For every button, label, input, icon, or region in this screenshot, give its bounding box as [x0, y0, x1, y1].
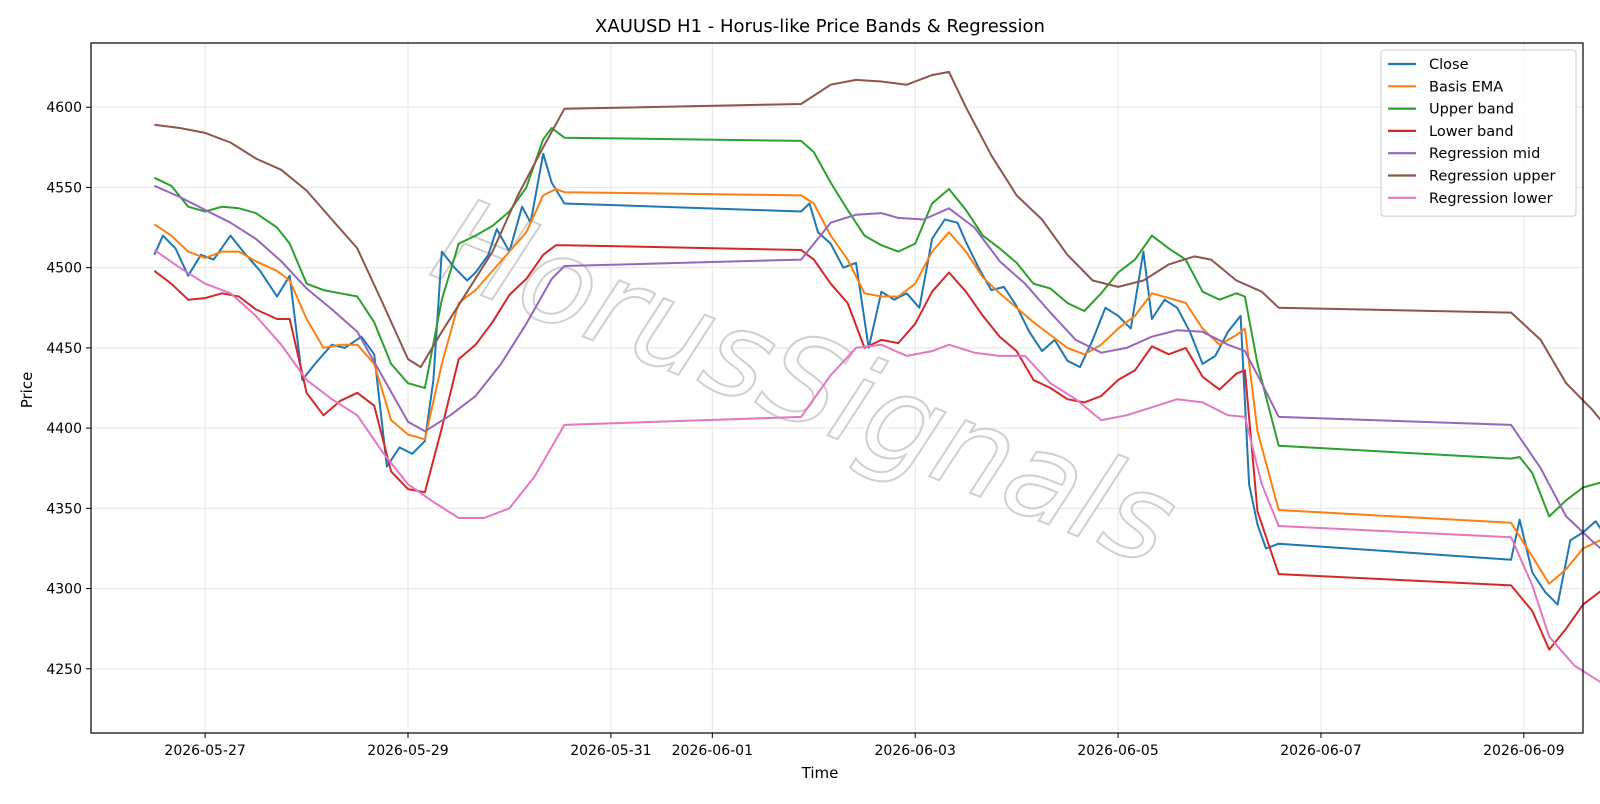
x-tick-label: 2026-05-27 [164, 743, 245, 759]
y-axis-title: Price [18, 372, 36, 409]
series-line-basis-ema [153, 188, 1600, 585]
legend-item: Close [1388, 57, 1469, 73]
legend-label: Lower band [1429, 124, 1514, 140]
y-tick-label: 4250 [46, 662, 82, 678]
series-line-regression-upper [154, 70, 1600, 421]
legend-item: Upper band [1388, 102, 1514, 118]
y-tick-label: 4350 [46, 501, 82, 517]
series-line-regression-lower [153, 249, 1600, 684]
x-tick-label: 2026-06-01 [672, 743, 753, 759]
legend-item: Regression mid [1388, 146, 1540, 162]
x-tick-label: 2026-06-09 [1483, 743, 1564, 759]
x-tick-label: 2026-05-29 [367, 743, 448, 759]
legend: Close Basis EMA Upper band Lower band Regres… [1380, 49, 1577, 217]
series-layer [153, 70, 1600, 684]
legend-item: Lower band [1388, 124, 1514, 140]
y-tick-label: 4600 [46, 100, 82, 116]
y-tick-label: 4500 [46, 261, 82, 277]
y-tick-label: 4400 [46, 421, 82, 437]
legend-label: Regression upper [1429, 169, 1555, 185]
legend-item: Regression lower [1388, 191, 1553, 207]
x-tick-label: 2026-05-31 [570, 743, 651, 759]
plot-frame [90, 42, 1584, 734]
legend-label: Regression lower [1429, 191, 1553, 207]
chart-title: XAUUSD H1 - Horus-like Price Bands & Reg… [595, 16, 1045, 37]
x-tick-label: 2026-06-07 [1280, 743, 1361, 759]
x-axis-title: Time [801, 764, 839, 782]
legend-label: Upper band [1429, 102, 1514, 118]
y-axis: 4250 4300 4350 4400 4450 4500 4550 4600 [46, 100, 91, 678]
x-tick-label: 2026-06-03 [875, 743, 956, 759]
legend-item: Regression upper [1388, 169, 1555, 185]
legend-label: Basis EMA [1429, 79, 1503, 95]
x-tick-label: 2026-06-05 [1077, 743, 1158, 759]
x-axis: 2026-05-27 2026-05-29 2026-05-31 2026-06-01… [164, 733, 1565, 759]
y-tick-label: 4450 [46, 341, 82, 357]
series-line-lower-band [153, 244, 1600, 651]
legend-label: Regression mid [1429, 146, 1540, 162]
y-tick-label: 4300 [46, 582, 82, 598]
legend-item: Basis EMA [1388, 79, 1503, 95]
legend-box [1380, 49, 1577, 217]
y-tick-label: 4550 [46, 180, 82, 196]
legend-label: Close [1429, 57, 1469, 73]
series-line-upper-band [153, 127, 1600, 518]
series-line-regression-mid [153, 184, 1600, 550]
